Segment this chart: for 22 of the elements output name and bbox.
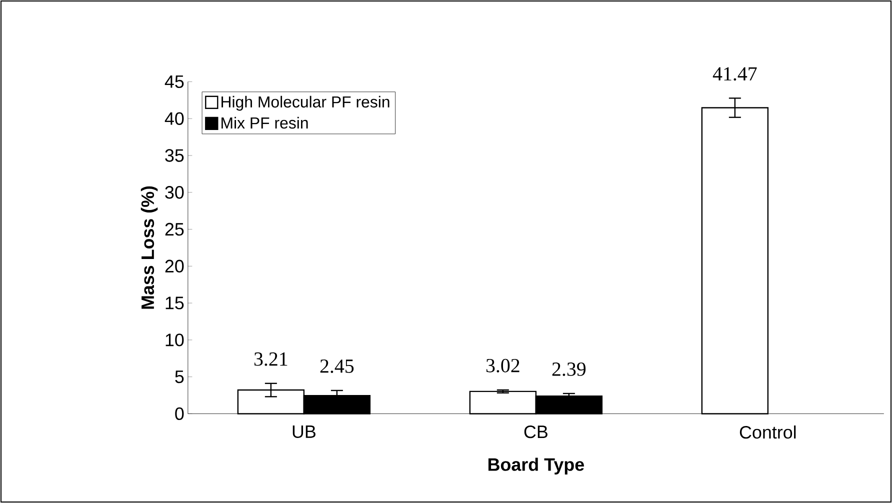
data-label: 3.02 [486, 358, 520, 372]
data-label: 2.45 [320, 359, 354, 373]
legend-label: High Molecular PF resin [222, 96, 390, 111]
y-tick-label: 40 [164, 112, 184, 125]
y-tick-label: 5 [175, 370, 184, 384]
y-tick-label: 0 [175, 407, 184, 420]
x-tick-label: UB [292, 425, 316, 438]
x-tick-label: CB [524, 425, 548, 438]
y-tick-label: 25 [165, 222, 184, 236]
y-tick-label: 20 [165, 260, 184, 273]
y-tick-label: 35 [165, 149, 184, 162]
y-tick-label: 30 [165, 186, 184, 199]
legend-label: Mix PF resin [222, 116, 308, 129]
x-axis-title: Board Type [488, 458, 584, 474]
y-tick-label: 10 [166, 334, 184, 346]
data-label: 3.21 [254, 352, 288, 366]
y-tick-label: 15 [166, 296, 184, 310]
x-tick-label: Control [740, 425, 796, 439]
data-label: 2.39 [552, 362, 586, 376]
y-tick-label: 45 [164, 75, 184, 88]
data-label: 41.47 [712, 67, 757, 81]
y-axis-title: Mass Loss (%) [140, 186, 158, 309]
